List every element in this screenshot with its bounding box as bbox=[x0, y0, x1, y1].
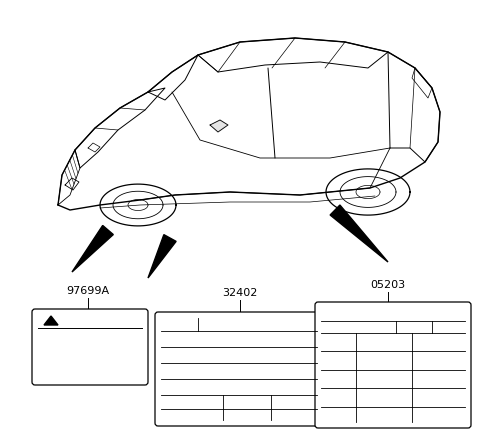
Text: 97699A: 97699A bbox=[66, 286, 109, 296]
FancyBboxPatch shape bbox=[315, 302, 471, 428]
Polygon shape bbox=[148, 235, 176, 278]
Polygon shape bbox=[72, 226, 113, 272]
FancyBboxPatch shape bbox=[32, 309, 148, 385]
Text: 05203: 05203 bbox=[371, 280, 406, 290]
Polygon shape bbox=[330, 205, 388, 262]
Polygon shape bbox=[44, 316, 58, 325]
Text: 32402: 32402 bbox=[222, 288, 258, 298]
FancyBboxPatch shape bbox=[155, 312, 323, 426]
Polygon shape bbox=[210, 120, 228, 132]
